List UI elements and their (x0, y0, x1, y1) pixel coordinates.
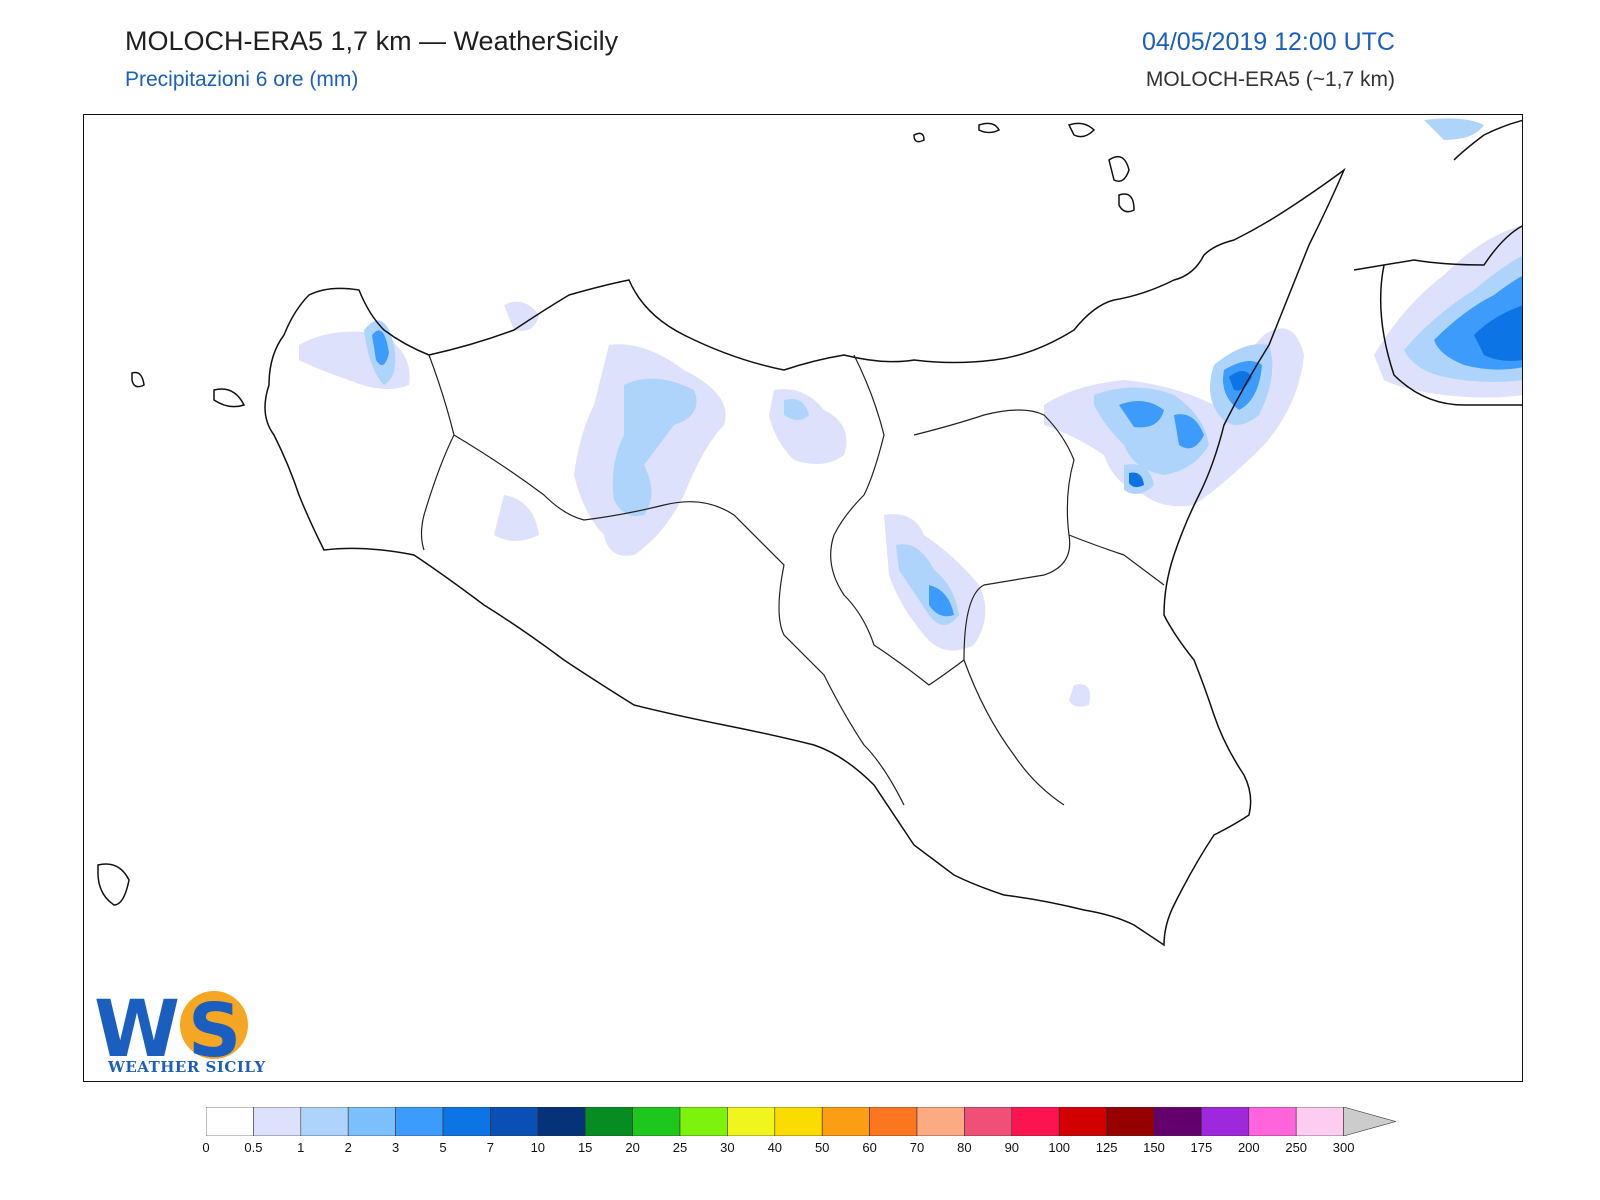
colorbar-swatch (1106, 1107, 1155, 1136)
colorbar-tick-label: 125 (1095, 1140, 1118, 1155)
colorbar-swatches (206, 1107, 1396, 1136)
province-borders (420, 354, 1165, 806)
colorbar-tick-label: 50 (814, 1140, 830, 1155)
colorbar-swatch (442, 1107, 491, 1136)
colorbar-swatch (774, 1107, 823, 1136)
svg-text:S: S (188, 988, 241, 1074)
colorbar-swatch (821, 1107, 870, 1136)
colorbar-tick-label: 7 (486, 1140, 495, 1155)
colorbar-swatch (1153, 1107, 1202, 1136)
colorbar-tick-label: 0 (202, 1140, 210, 1155)
colorbar-swatch (1201, 1107, 1250, 1136)
colorbar-tick-label: 1 (297, 1140, 305, 1155)
colorbar-swatch (1058, 1107, 1107, 1136)
colorbar-swatch (1295, 1107, 1344, 1136)
colorbar-extend-arrow (1343, 1107, 1396, 1136)
colorbar-swatch (1011, 1107, 1060, 1136)
colorbar-tick-label: 250 (1285, 1140, 1308, 1155)
colorbar-tick-label: 90 (1004, 1140, 1020, 1155)
colorbar-tick-label: 25 (672, 1140, 688, 1155)
colorbar-tick-label: 0.5 (244, 1140, 263, 1155)
colorbar (206, 1107, 1396, 1136)
colorbar-swatch (679, 1107, 728, 1136)
colorbar-tick-label: 2 (344, 1140, 352, 1155)
colorbar-tick-label: 80 (957, 1140, 972, 1155)
colorbar-swatch (727, 1107, 776, 1136)
colorbar-tick-label: 100 (1048, 1140, 1071, 1155)
map-subtitle: Precipitazioni 6 ore (mm) (125, 68, 359, 91)
colorbar-tick-label: 10 (530, 1140, 546, 1155)
colorbar-swatch (632, 1107, 681, 1136)
colorbar-swatch (1248, 1107, 1297, 1136)
weathersicily-logo: W S (94, 985, 248, 1075)
coastline (97, 119, 1522, 947)
colorbar-swatch (300, 1107, 349, 1136)
colorbar-tick-label: 150 (1143, 1140, 1165, 1155)
colorbar-swatch (916, 1107, 965, 1136)
colorbar-swatch (395, 1107, 444, 1136)
colorbar-tick-label: 60 (862, 1140, 877, 1155)
colorbar-swatch (537, 1107, 586, 1136)
colorbar-tick-label: 3 (391, 1140, 400, 1155)
colorbar-tick-label: 175 (1190, 1140, 1213, 1155)
colorbar-tick-label: 30 (720, 1140, 735, 1155)
colorbar-swatch (253, 1107, 302, 1136)
valid-datetime: 04/05/2019 12:00 UTC (1142, 28, 1395, 56)
colorbar-tick-label: 20 (625, 1140, 640, 1155)
colorbar-swatch (964, 1107, 1013, 1136)
colorbar-swatch (584, 1107, 633, 1136)
colorbar-swatch (869, 1107, 918, 1136)
model-label: MOLOCH-ERA5 (~1,7 km) (1145, 68, 1395, 91)
logo-letters-glyph: W (94, 985, 180, 1075)
colorbar-tick-label: 15 (577, 1140, 593, 1155)
colorbar-tick-label: 70 (909, 1140, 925, 1155)
precipitation-field (299, 118, 1522, 707)
map-title: MOLOCH-ERA5 1,7 km — WeatherSicily (125, 26, 619, 56)
colorbar-tick-label: 300 (1332, 1140, 1355, 1155)
map-panel (83, 114, 1523, 1082)
colorbar-tick-label: 200 (1237, 1140, 1260, 1155)
colorbar-tick-label: 5 (439, 1140, 447, 1155)
colorbar-swatch (490, 1107, 539, 1136)
colorbar-tick-label: 40 (767, 1140, 783, 1155)
sicily-map (97, 118, 1522, 947)
colorbar-swatch (206, 1107, 254, 1136)
colorbar-swatch (347, 1107, 396, 1136)
logo-text: WEATHER SICILY (108, 1058, 266, 1076)
